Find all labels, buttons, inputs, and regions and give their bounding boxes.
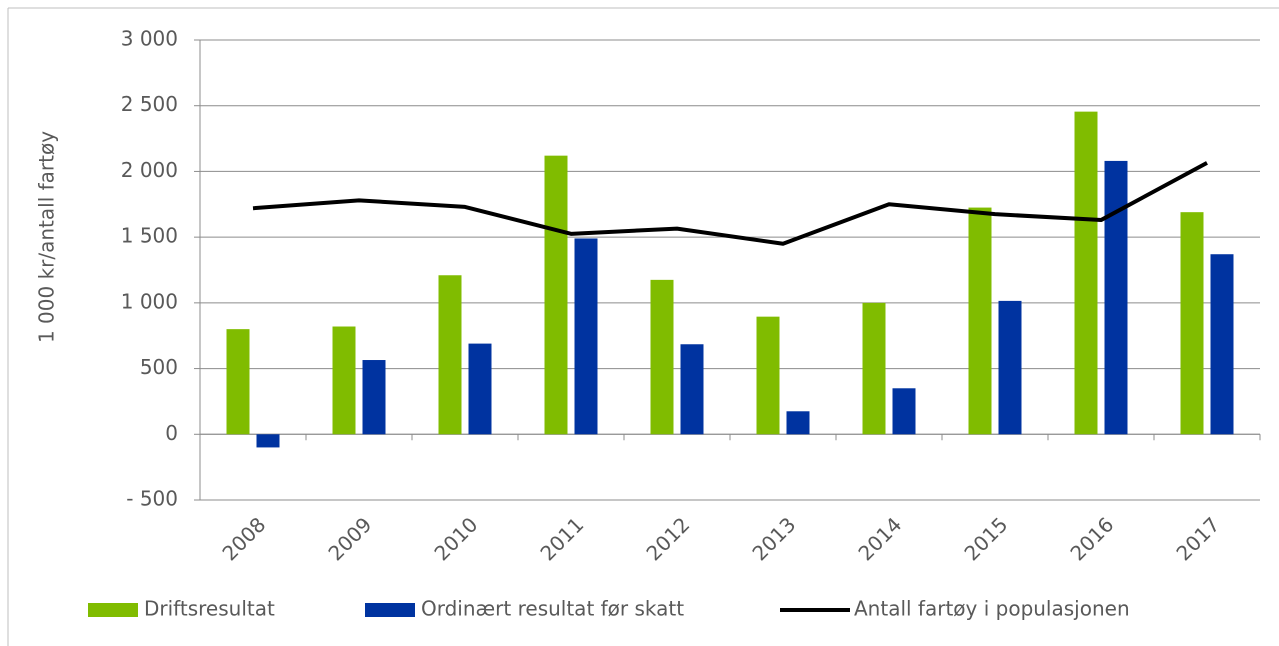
bar <box>544 155 568 435</box>
y-tick-label: 1 000 <box>121 289 178 313</box>
bar <box>362 360 386 435</box>
legend-label: Driftsresultat <box>144 597 275 621</box>
bar <box>574 238 598 435</box>
bar <box>438 275 462 435</box>
bar <box>756 316 780 435</box>
bar <box>968 207 992 435</box>
bar <box>256 434 280 448</box>
line <box>252 161 1208 246</box>
y-tick-label: 1 500 <box>121 224 178 248</box>
x-tick-label: 2017 <box>1171 512 1224 565</box>
y-tick-label: 0 <box>165 421 178 445</box>
bar <box>892 388 916 435</box>
bar <box>680 344 704 435</box>
x-tick-label: 2015 <box>959 512 1012 565</box>
bar <box>1104 160 1128 435</box>
y-tick-label: - 500 <box>126 487 178 511</box>
x-tick-label: 2008 <box>217 512 270 565</box>
bar <box>862 302 886 435</box>
x-tick-label: 2013 <box>747 512 800 565</box>
legend-swatch <box>365 603 415 617</box>
bar <box>332 326 356 435</box>
bar <box>226 329 250 435</box>
bar <box>650 279 674 435</box>
bar <box>998 300 1022 435</box>
y-axis-title: 1 000 kr/antall fartøy <box>35 131 59 343</box>
legend-label: Ordinært resultat før skatt <box>421 597 684 621</box>
bar <box>1210 254 1234 435</box>
bar <box>786 411 810 435</box>
bar <box>468 343 492 435</box>
y-tick-label: 2 500 <box>121 92 178 116</box>
bar <box>1074 111 1098 435</box>
y-tick-label: 500 <box>140 355 178 379</box>
x-tick-label: 2009 <box>323 512 376 565</box>
legend-label: Antall fartøy i populasjonen <box>854 597 1130 621</box>
legend-swatch <box>88 603 138 617</box>
x-tick-label: 2012 <box>641 512 694 565</box>
x-tick-label: 2010 <box>429 512 482 565</box>
x-tick-label: 2011 <box>535 512 588 565</box>
y-tick-label: 3 000 <box>121 27 178 51</box>
y-tick-label: 2 000 <box>121 158 178 182</box>
bar <box>1180 212 1204 435</box>
x-tick-label: 2016 <box>1065 512 1118 565</box>
x-tick-label: 2014 <box>853 512 906 565</box>
